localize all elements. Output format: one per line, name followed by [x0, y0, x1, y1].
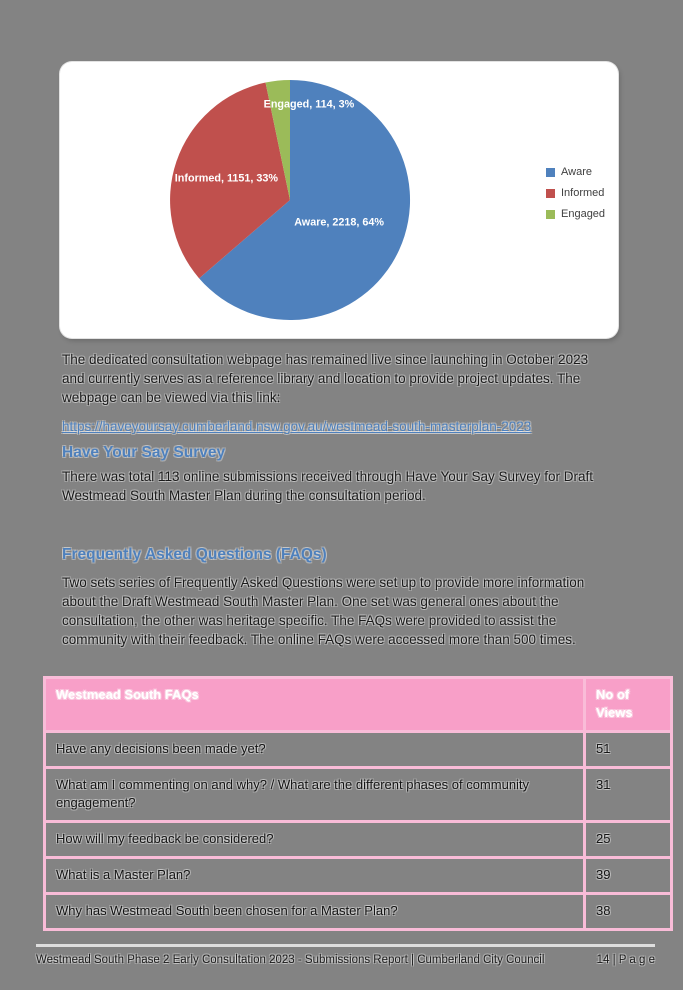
faq-views-cell: 31	[583, 766, 673, 823]
faq-question-cell: Why has Westmead South been chosen for a…	[43, 892, 586, 931]
heading-faqs: Frequently Asked Questions (FAQs)	[62, 546, 327, 563]
intro-paragraph: The dedicated consultation webpage has r…	[62, 352, 589, 405]
faq-views-table: Westmead South FAQs No of Views Have any…	[43, 676, 673, 931]
legend-label: Aware	[561, 166, 592, 178]
legend-item-aware: Aware	[546, 166, 605, 178]
faq-views-cell: 25	[583, 820, 673, 859]
faq-paragraph: Two sets series of Frequently Asked Ques…	[62, 575, 585, 647]
table-row: Why has Westmead South been chosen for a…	[43, 892, 673, 931]
faq-views-cell: 39	[583, 856, 673, 895]
faq-question-cell: Have any decisions been made yet?	[43, 730, 586, 769]
consultation-webpage-link[interactable]: https://haveyoursay.cumberland.nsw.gov.a…	[62, 419, 532, 434]
survey-paragraph: There was total 113 online submissions r…	[62, 469, 594, 503]
pie-chart-card: Aware, 2218, 64% Informed, 1151, 33% Engag…	[60, 62, 618, 338]
legend-item-informed: Informed	[546, 187, 605, 199]
heading-have-your-say-survey: Have Your Say Survey	[62, 444, 226, 461]
engagement-pie-chart: Aware, 2218, 64% Informed, 1151, 33% Engag…	[170, 79, 411, 321]
legend-swatch-icon	[546, 188, 555, 198]
table-row: Have any decisions been made yet? 51	[43, 730, 673, 769]
pie-label-informed: Informed, 1151, 33%	[175, 173, 279, 185]
legend-label: Informed	[561, 187, 605, 199]
legend-label: Engaged	[561, 208, 606, 220]
faq-question-cell: What am I commenting on and why? / What …	[43, 766, 586, 823]
footer-report-title: Westmead South Phase 2 Early Consultatio…	[36, 954, 545, 966]
faq-question-cell: What is a Master Plan?	[43, 856, 586, 895]
footer-page-number: 14 | P a g e	[596, 954, 655, 966]
chart-legend: Aware Informed Engaged	[546, 166, 605, 220]
table-row: How will my feedback be considered? 25	[43, 820, 673, 859]
table-row: What is a Master Plan? 39	[43, 856, 673, 895]
faq-views-cell: 51	[583, 730, 673, 769]
pie-slice-aware	[199, 79, 411, 321]
pie-slice-engaged	[265, 80, 290, 200]
pie-label-engaged: Engaged, 114, 3%	[264, 99, 355, 111]
page-footer: Westmead South Phase 2 Early Consultatio…	[36, 944, 655, 966]
legend-swatch-icon	[546, 209, 555, 219]
column-header-faqs: Westmead South FAQs	[43, 676, 586, 733]
faq-question-cell: How will my feedback be considered?	[43, 820, 586, 859]
pie-slice-informed	[170, 82, 290, 279]
faq-table-header: Westmead South FAQs No of Views	[43, 676, 673, 733]
column-header-views: No of Views	[583, 676, 673, 733]
table-row: What am I commenting on and why? / What …	[43, 766, 673, 823]
legend-swatch-icon	[546, 167, 555, 177]
legend-item-engaged: Engaged	[546, 208, 605, 220]
faq-views-cell: 38	[583, 892, 673, 931]
pie-label-aware: Aware, 2218, 64%	[294, 217, 384, 229]
